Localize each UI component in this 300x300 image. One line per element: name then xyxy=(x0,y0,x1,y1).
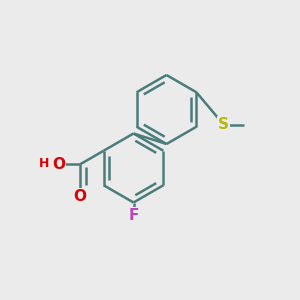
Text: F: F xyxy=(128,208,139,223)
Text: O: O xyxy=(74,189,87,204)
Text: H: H xyxy=(38,157,49,169)
Text: O: O xyxy=(52,157,65,172)
Text: S: S xyxy=(218,117,229,132)
